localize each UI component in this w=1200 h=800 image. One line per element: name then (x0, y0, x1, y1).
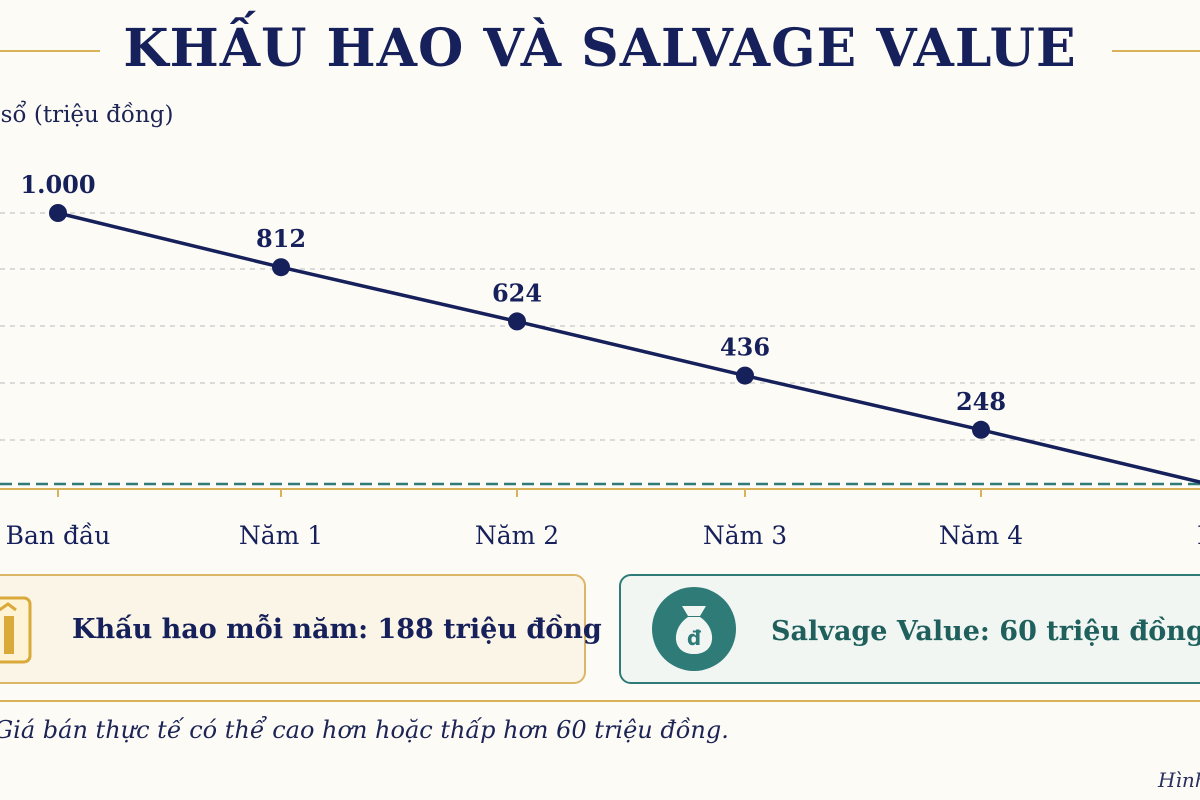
title-rule-left (0, 50, 100, 52)
data-label-1: 812 (256, 224, 306, 253)
line-chart: 1.000 812 624 436 248 Ban đầu Năm 1 Năm 2 Năm 3… (0, 170, 1200, 550)
data-point-0 (49, 204, 67, 222)
depreciation-text: Khấu hao mỗi năm: 188 triệu đồng (72, 614, 602, 645)
y-axis-label: i sổ (triệu đồng) (0, 102, 174, 128)
grid-lines (0, 212, 1200, 441)
gold-bars-icon (0, 596, 32, 664)
salvage-text: Salvage Value: 60 triệu đồng (771, 616, 1200, 647)
data-labels: 1.000 812 624 436 248 (20, 170, 1006, 416)
bottom-rule (0, 700, 1200, 702)
x-tick-label-4: Năm 4 (939, 521, 1023, 550)
footnote: Giá bán thực tế có thể cao hơn hoặc thấp… (0, 716, 729, 744)
title-rule-right (1112, 50, 1200, 52)
currency-glyph: đ (687, 626, 702, 650)
depreciation-box: Khấu hao mỗi năm: 188 triệu đồng (0, 574, 602, 684)
data-label-0: 1.000 (20, 170, 95, 199)
data-point-3 (736, 366, 754, 385)
figure-label: Hình (1158, 768, 1200, 792)
data-point-2 (508, 312, 526, 331)
data-point-4 (972, 420, 990, 439)
x-tick-label-3: Năm 3 (703, 521, 787, 550)
data-label-2: 624 (492, 278, 542, 307)
data-point-1 (272, 258, 290, 277)
x-ticks (57, 489, 982, 497)
data-points (49, 204, 990, 439)
x-tick-labels: Ban đầu Năm 1 Năm 2 Năm 3 Năm 4 N (6, 521, 1200, 550)
x-tick-label-0: Ban đầu (6, 521, 111, 550)
series-line (57, 211, 1200, 484)
x-tick-label-5: N (1197, 521, 1200, 550)
data-label-4: 248 (956, 387, 1006, 416)
salvage-box: đ Salvage Value: 60 triệu đồng (619, 574, 1200, 684)
money-bag-icon: đ (652, 587, 736, 671)
x-tick-label-2: Năm 2 (475, 521, 559, 550)
data-label-3: 436 (720, 333, 770, 362)
chart-title: KHẤU HAO VÀ SALVAGE VALUE (123, 18, 1077, 79)
x-tick-label-1: Năm 1 (239, 521, 323, 550)
